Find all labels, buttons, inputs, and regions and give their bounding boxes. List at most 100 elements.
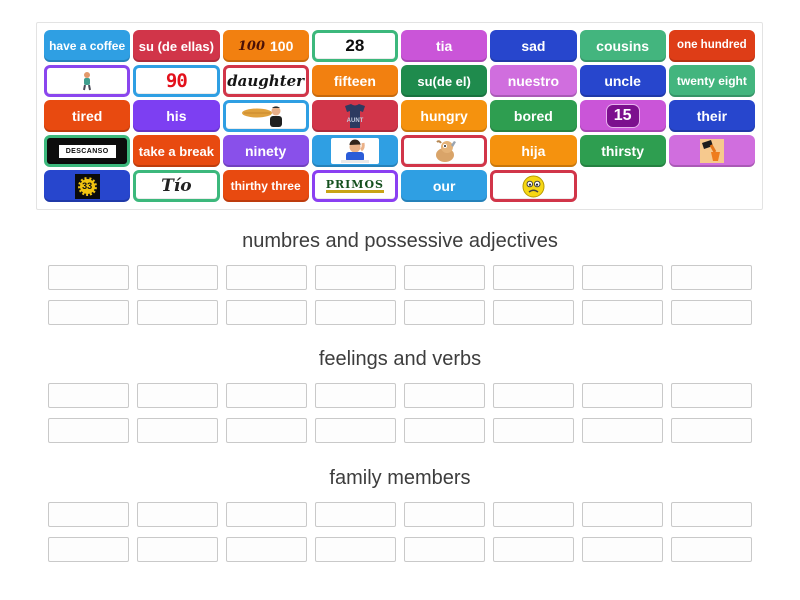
drop-slot[interactable] xyxy=(493,418,574,443)
tile-thirsty[interactable]: thirsty xyxy=(579,135,666,167)
drop-slot[interactable] xyxy=(226,300,307,325)
drop-slot[interactable] xyxy=(493,265,574,290)
tile-man-eating-baguette[interactable] xyxy=(222,100,309,132)
drop-slot[interactable] xyxy=(48,418,129,443)
tile-label: one hundred xyxy=(677,39,747,52)
drop-slot[interactable] xyxy=(137,537,218,562)
tile-thirthy-three[interactable]: thirthy three xyxy=(222,170,309,202)
tile-ninety[interactable]: ninety xyxy=(222,135,309,167)
tile-our[interactable]: our xyxy=(401,170,488,202)
drop-slot[interactable] xyxy=(493,300,574,325)
tile-label: su (de ellas) xyxy=(138,38,214,54)
tile-tired[interactable]: tired xyxy=(44,100,131,132)
tile-their[interactable]: their xyxy=(668,100,755,132)
tile-label: thirthy three xyxy=(230,179,301,193)
tile-28[interactable]: 28 xyxy=(311,30,398,62)
drop-slot[interactable] xyxy=(404,383,485,408)
tile-tia[interactable]: tia xyxy=(401,30,488,62)
drop-slot[interactable] xyxy=(404,502,485,527)
drop-slot[interactable] xyxy=(137,502,218,527)
tile-grid: have a coffee su (de ellas) 100 100 28 tia sad… xyxy=(44,30,755,202)
tile-hungry[interactable]: hungry xyxy=(401,100,488,132)
tile-15[interactable]: 15 xyxy=(579,100,666,132)
category-title: family members xyxy=(329,467,471,489)
tile-uncle[interactable]: uncle xyxy=(579,65,666,97)
drop-slot[interactable] xyxy=(315,537,396,562)
tile-label: thirsty xyxy=(601,143,645,159)
aunt-tshirt-icon: AUNT xyxy=(344,104,365,128)
tile-daughter[interactable]: daughter xyxy=(222,65,309,97)
drop-slot[interactable] xyxy=(671,300,752,325)
tile-tío[interactable]: Tío xyxy=(133,170,220,202)
tile-cousins[interactable]: cousins xyxy=(579,30,666,62)
drop-slot[interactable] xyxy=(48,383,129,408)
drop-slot[interactable] xyxy=(48,265,129,290)
tile-his[interactable]: his xyxy=(133,100,220,132)
drop-slot[interactable] xyxy=(48,502,129,527)
drop-slot[interactable] xyxy=(582,537,663,562)
tile-bored-man[interactable] xyxy=(311,135,398,167)
drop-slot[interactable] xyxy=(315,383,396,408)
tile-nuestro[interactable]: nuestro xyxy=(490,65,577,97)
drop-slot[interactable] xyxy=(226,537,307,562)
drop-slot[interactable] xyxy=(315,300,396,325)
drop-slot[interactable] xyxy=(48,300,129,325)
tile-have-a-coffee[interactable]: have a coffee xyxy=(44,30,131,62)
drop-slot[interactable] xyxy=(137,265,218,290)
drop-slot[interactable] xyxy=(493,502,574,527)
tile-su-de-el[interactable]: su(de el) xyxy=(401,65,488,97)
tile-take-a-break[interactable]: take a break xyxy=(133,135,220,167)
drop-slot[interactable] xyxy=(582,300,663,325)
drop-slot[interactable] xyxy=(226,418,307,443)
drop-slot[interactable] xyxy=(671,537,752,562)
tile-drinking-dog[interactable] xyxy=(401,135,488,167)
tile-bored[interactable]: bored xyxy=(490,100,577,132)
drop-slot[interactable] xyxy=(671,418,752,443)
drop-slot[interactable] xyxy=(582,383,663,408)
drop-slot[interactable] xyxy=(582,418,663,443)
drop-slot[interactable] xyxy=(493,383,574,408)
tile-descanso[interactable]: DESCANSO xyxy=(44,135,131,167)
tile-aunt[interactable]: AUNT xyxy=(311,100,398,132)
tile-fifteen[interactable]: fifteen xyxy=(311,65,398,97)
drop-slot[interactable] xyxy=(137,418,218,443)
tile-su-de-ellas[interactable]: su (de ellas) xyxy=(133,30,220,62)
tile-33[interactable]: 33 xyxy=(44,170,131,202)
drop-slot[interactable] xyxy=(671,383,752,408)
drop-slot[interactable] xyxy=(671,265,752,290)
drop-slot[interactable] xyxy=(315,265,396,290)
drop-slot[interactable] xyxy=(582,502,663,527)
tile-label: take a break xyxy=(138,143,214,159)
drop-slot[interactable] xyxy=(404,418,485,443)
tile-walking-child[interactable] xyxy=(44,65,131,97)
tile-label: su(de el) xyxy=(417,73,471,89)
drop-slot[interactable] xyxy=(671,502,752,527)
tile-label: fifteen xyxy=(333,73,376,89)
drop-slot[interactable] xyxy=(315,502,396,527)
drop-slot[interactable] xyxy=(48,537,129,562)
tile-pouring-drink[interactable] xyxy=(668,135,755,167)
drop-slot[interactable] xyxy=(493,537,574,562)
tile-label: hungry xyxy=(420,108,468,124)
tile-twenty-eight[interactable]: twenty eight xyxy=(668,65,755,97)
drop-slot[interactable] xyxy=(315,418,396,443)
tile-one-hundred[interactable]: one hundred xyxy=(668,30,755,62)
tile-100[interactable]: 100 100 xyxy=(222,30,309,62)
drop-slot[interactable] xyxy=(404,300,485,325)
tile-primos[interactable]: PRIMOS xyxy=(311,170,398,202)
tile-sad[interactable]: sad xyxy=(490,30,577,62)
drop-slot[interactable] xyxy=(226,383,307,408)
drop-slot[interactable] xyxy=(137,383,218,408)
drop-slot[interactable] xyxy=(404,537,485,562)
drinking-dog-icon xyxy=(436,140,457,162)
tile-hija[interactable]: hija xyxy=(490,135,577,167)
drop-slot[interactable] xyxy=(226,265,307,290)
tile-label: his xyxy=(166,108,187,124)
tile-90[interactable]: 90 xyxy=(133,65,220,97)
drop-slot[interactable] xyxy=(582,265,663,290)
tile-label: ninety xyxy=(245,143,287,159)
tile-sad-emoji[interactable] xyxy=(490,170,577,202)
drop-slot[interactable] xyxy=(226,502,307,527)
drop-slot[interactable] xyxy=(404,265,485,290)
drop-slot[interactable] xyxy=(137,300,218,325)
